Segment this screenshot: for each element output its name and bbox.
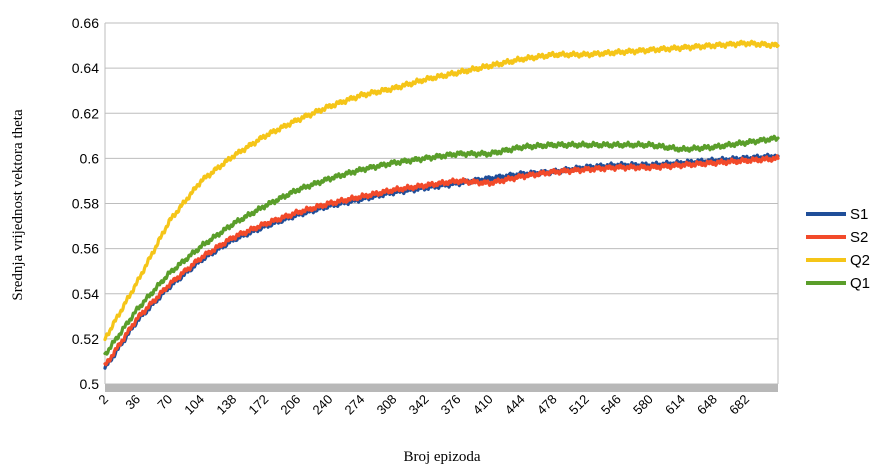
- series-line-q1: [103, 134, 780, 356]
- x-axis-strip: [105, 384, 778, 392]
- y-tick-label: 0.64: [72, 60, 99, 76]
- legend-label-q1: Q1: [850, 275, 870, 292]
- series-lines: [103, 39, 780, 370]
- y-tick-label: 0.66: [72, 15, 99, 31]
- legend-label-q2: Q2: [850, 252, 870, 269]
- legend-label-s2: S2: [850, 229, 868, 246]
- legend-label-s1: S1: [850, 206, 868, 223]
- y-tick-label: 0.5: [80, 376, 100, 392]
- y-tick-label: 0.6: [80, 150, 100, 166]
- series-line-q2: [103, 39, 780, 342]
- y-tick-label: 0.54: [72, 286, 99, 302]
- y-tick-label: 0.52: [72, 331, 99, 347]
- legend: S1 S2 Q2 Q1: [806, 206, 870, 292]
- x-axis-title: Broj epizoda: [403, 449, 480, 465]
- y-axis-title: Srednja vrijednost vektora theta: [10, 109, 26, 301]
- x-axis-tick-strip: [105, 384, 778, 392]
- series-line-s2: [103, 154, 780, 367]
- y-tick-label: 0.62: [72, 105, 99, 121]
- gridlines: [104, 22, 779, 385]
- y-axis-ticks: 0.5 0.52 0.54 0.56 0.58 0.6 0.62 0.64 0.66: [72, 15, 99, 392]
- y-tick-label: 0.58: [72, 196, 99, 212]
- y-tick-label: 0.56: [72, 241, 99, 257]
